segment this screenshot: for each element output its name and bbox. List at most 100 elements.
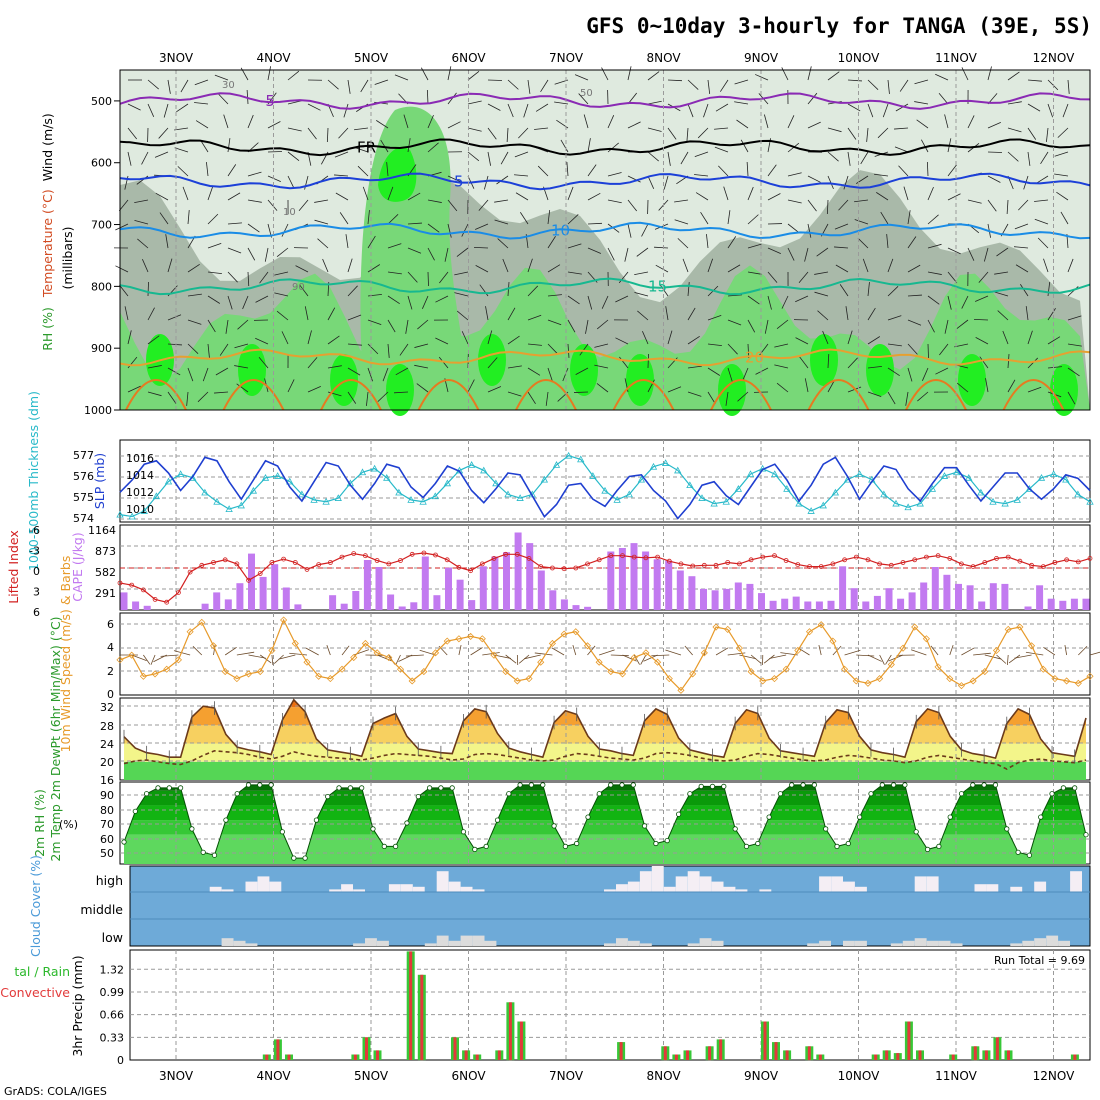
wind-barb xyxy=(767,193,781,201)
isotherm-label: FR xyxy=(357,138,376,156)
wind-barb xyxy=(740,139,749,153)
isotherm-label: 15 xyxy=(648,277,667,295)
wind-barb xyxy=(742,367,749,382)
cape-bar xyxy=(1047,598,1055,610)
wind-barb xyxy=(667,151,671,166)
cape-bar xyxy=(537,570,545,610)
thickness-point xyxy=(322,497,330,505)
wind-barb xyxy=(707,367,721,376)
wind-barb xyxy=(887,391,896,405)
lifted-index-point xyxy=(421,550,427,556)
wind-speed-point xyxy=(583,642,592,650)
rh2m-line xyxy=(121,782,1089,861)
wind-speed-line xyxy=(119,618,1091,692)
thickness-point xyxy=(201,488,209,496)
wind-barb xyxy=(1006,199,1009,214)
temp2m-band xyxy=(124,761,1086,780)
wind-barb xyxy=(347,314,362,321)
wind-speed-point xyxy=(1086,672,1094,680)
precip-legend-convective: Convective xyxy=(0,985,70,1000)
wind-barb xyxy=(887,343,902,347)
thickness-point xyxy=(140,507,148,514)
wind-barb xyxy=(115,265,129,273)
cape-axis-label: CAPE (J/kg) xyxy=(70,532,85,602)
wind-barb xyxy=(567,186,574,201)
precip-convective-bar xyxy=(874,1054,878,1060)
wind-barb xyxy=(447,92,457,105)
date-label-bottom: 8NOV xyxy=(646,1069,681,1083)
wind-barb xyxy=(727,367,733,382)
rh-cell xyxy=(718,364,746,416)
cloud-low-bar xyxy=(938,940,951,946)
wind-barb-10m xyxy=(949,645,954,656)
wind-barb xyxy=(907,264,921,273)
wind-barb xyxy=(527,391,536,404)
wind-barb xyxy=(347,343,362,346)
wind-barb xyxy=(747,295,760,305)
cloud-low-bar xyxy=(365,938,377,946)
thickness-point xyxy=(152,492,161,500)
thickness-slp-lines xyxy=(116,451,1094,520)
temp-tick: 16 xyxy=(100,774,114,787)
wind-speed-point xyxy=(209,642,218,650)
wind-barb xyxy=(527,343,542,346)
isotherm-loop xyxy=(612,379,675,411)
lifted-index-point xyxy=(246,577,252,583)
wind-barb xyxy=(322,258,329,273)
wind-tick: 2 xyxy=(107,665,114,678)
wind-barb xyxy=(142,259,149,273)
wind-barb-10m xyxy=(684,645,693,656)
wind-barb xyxy=(494,219,509,225)
precip-convective-bar xyxy=(453,1037,457,1060)
wind-barb xyxy=(218,93,229,105)
wind-barb xyxy=(707,79,711,94)
thickness-point xyxy=(431,492,439,500)
wind-barb xyxy=(207,271,222,275)
cape-bar xyxy=(456,579,464,610)
wind-barb xyxy=(417,319,429,330)
cloud-high-bar xyxy=(699,876,712,892)
cloud-high-bar xyxy=(448,881,461,892)
cape-bar xyxy=(201,603,209,610)
wind-barb xyxy=(487,357,498,369)
wind-barb xyxy=(627,121,641,129)
lifted-index-point xyxy=(479,561,485,567)
wind-barb xyxy=(167,258,173,273)
wind-barb xyxy=(727,294,742,297)
rh2m-point xyxy=(823,826,829,832)
lifted-index-point xyxy=(608,553,614,559)
wind-barb xyxy=(366,391,369,406)
wind-speed-point xyxy=(922,635,930,643)
wind10m-panel: 6 4 2 0 10m Wind Speed (m/s) & Barbs xyxy=(58,556,1100,752)
wind-barb xyxy=(947,295,952,310)
wind-speed-point xyxy=(992,646,1001,655)
cape-bar xyxy=(897,598,905,610)
wind-barb xyxy=(386,162,389,177)
wind-barb xyxy=(687,391,702,397)
rh2m-point xyxy=(868,791,874,797)
cape-bar xyxy=(375,567,383,610)
wind-barb xyxy=(354,147,369,153)
wind-barb xyxy=(422,295,429,309)
wind-barb xyxy=(547,294,562,297)
wind-barb xyxy=(994,271,1009,275)
cape-bar xyxy=(224,599,232,610)
wind-barb xyxy=(827,127,842,133)
cloud-high-bar xyxy=(1010,886,1023,892)
isotherm-loop xyxy=(320,379,382,411)
cloud-grid xyxy=(130,891,1090,920)
thickness-point xyxy=(164,477,173,485)
wind-barb xyxy=(180,79,189,93)
wind-barb xyxy=(134,199,149,204)
wind-speed-point xyxy=(712,623,720,631)
cape-bar xyxy=(398,606,406,610)
wind-barb-10m xyxy=(173,650,191,656)
wind-barb xyxy=(585,319,589,334)
wind-barb xyxy=(274,292,289,297)
wind-barb xyxy=(1067,258,1074,273)
wind-barb xyxy=(527,258,533,273)
isotherm-loop xyxy=(1002,379,1065,411)
wind-barb xyxy=(514,174,529,177)
wind-barb xyxy=(414,343,429,348)
wind-barb-10m xyxy=(1089,651,1100,656)
